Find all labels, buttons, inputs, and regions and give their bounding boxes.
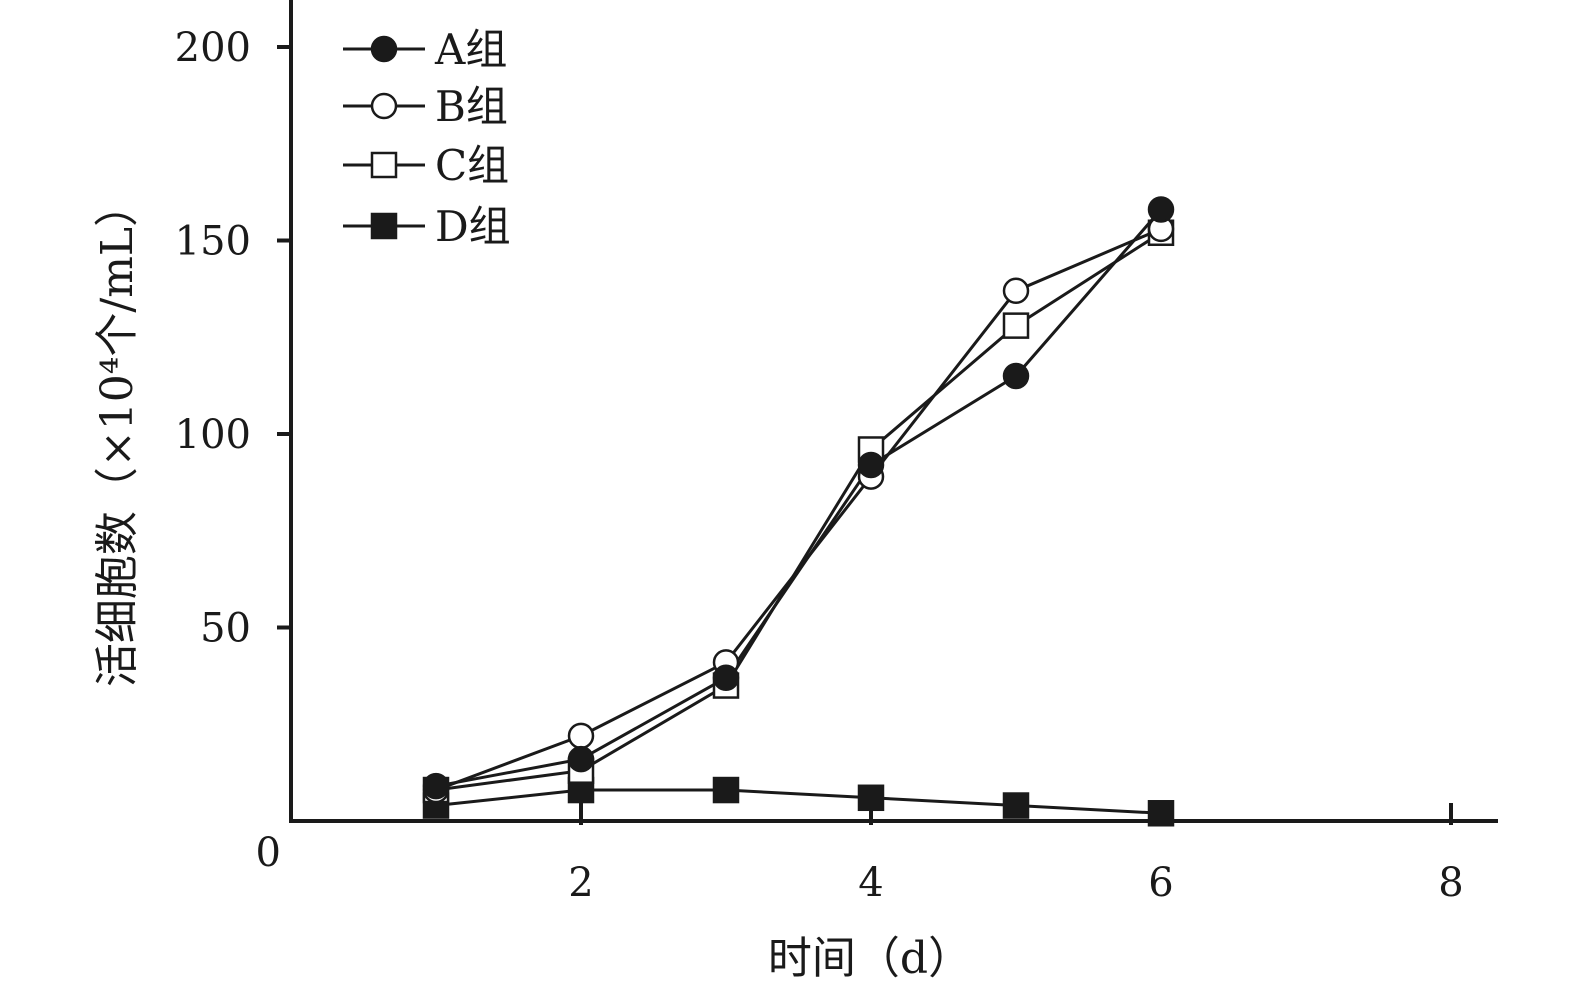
y-tick-label: 150 (175, 219, 251, 265)
data-point-series-3 (1002, 312, 1030, 339)
series-line-3 (435, 231, 1162, 792)
y-tick-label: 200 (175, 25, 251, 71)
data-point-series-1 (1002, 362, 1030, 390)
x-tick-label: 4 (858, 860, 883, 906)
series-line-4 (435, 788, 1162, 815)
data-point-series-1 (1147, 196, 1175, 223)
series-line-1 (435, 208, 1163, 788)
legend-marker (370, 151, 398, 179)
data-point-series-2 (567, 722, 595, 750)
legend-marker (370, 212, 398, 240)
legend-label: B组 (435, 82, 508, 131)
x-tick-label: 6 (1148, 860, 1173, 906)
data-point-series-4 (857, 784, 885, 812)
y-tick-label: 50 (200, 606, 251, 652)
series-line-2 (435, 227, 1162, 792)
legend-label: A组 (434, 25, 507, 74)
y-tick-label: 100 (175, 412, 251, 458)
legend-marker (370, 92, 398, 120)
series-layer (422, 196, 1175, 827)
data-point-series-1 (712, 664, 740, 692)
x-tick-label: 8 (1438, 860, 1463, 906)
data-point-series-4 (1147, 800, 1175, 827)
y-tick-label: 0 (256, 830, 281, 876)
data-point-series-1 (422, 772, 450, 800)
x-axis-label: 时间（d） (768, 933, 972, 984)
data-point-series-1 (857, 451, 885, 479)
data-point-series-4 (712, 776, 740, 804)
data-point-series-2 (1002, 277, 1030, 305)
legend-label: D组 (435, 202, 511, 251)
legend-marker (370, 35, 398, 63)
x-tick-label: 2 (568, 860, 593, 906)
legend-label: C组 (435, 141, 509, 190)
legend: A组 B组 C组 D组 (343, 25, 511, 251)
axes: 0 50 100 150 200 2 4 6 8 (175, 0, 1498, 906)
y-axis-label: 活细胞数（×10⁴个/mL） (92, 183, 143, 687)
data-point-series-1 (567, 745, 595, 773)
data-point-series-4 (1002, 792, 1030, 819)
